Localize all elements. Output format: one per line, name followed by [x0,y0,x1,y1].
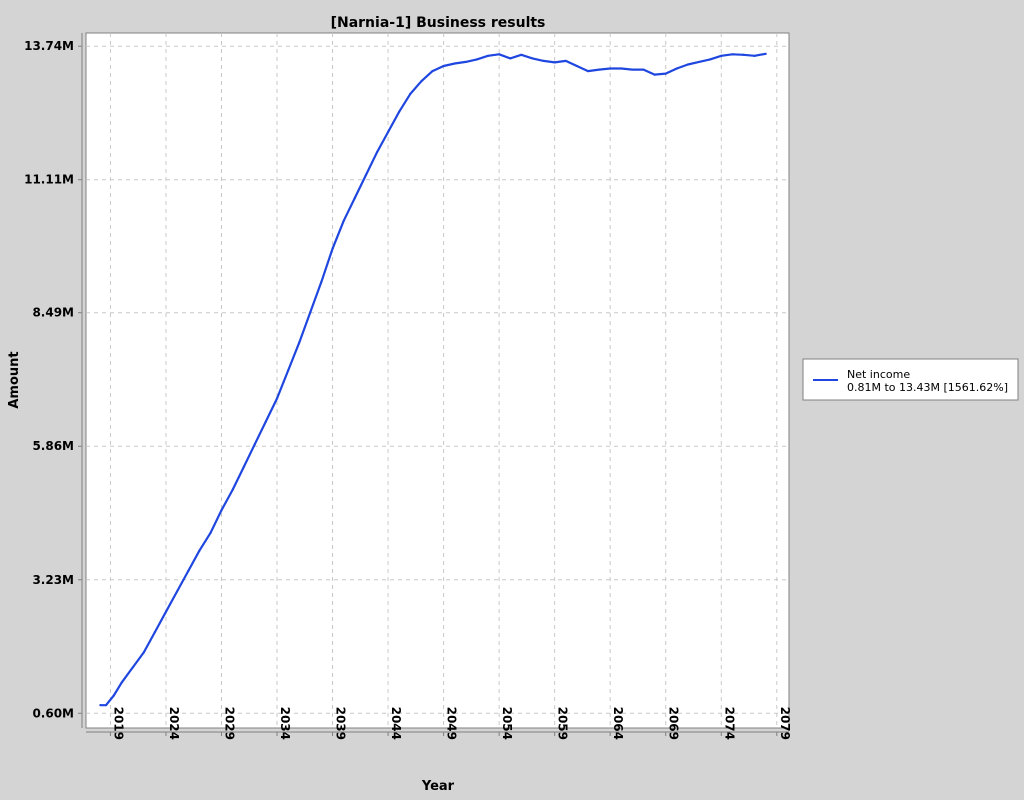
y-axis-title: Amount [7,351,22,408]
x-tick-label: 2074 [722,707,736,740]
series-point [331,247,334,250]
series-point [287,369,290,372]
legend-series-detail: 0.81M to 13.43M [1561.62%] [847,381,1008,394]
y-tick-label: 11.11M [24,173,74,187]
series-point [242,465,245,469]
series-point [464,60,467,64]
series-point [609,67,612,70]
x-tick-label: 2079 [778,707,792,740]
series-point [731,53,734,56]
chart-title: [Narnia-1] Business results [331,15,546,31]
y-tick-label: 5.86M [32,439,74,453]
series-point [597,68,601,71]
x-tick-label: 2029 [222,707,236,740]
series-point [709,58,712,61]
series-point [120,681,123,684]
series-point [542,59,545,63]
series-point [298,341,301,344]
series-point [453,62,456,65]
series-point [220,509,223,512]
series-point [575,64,578,68]
series-point [653,73,656,76]
x-axis-title: Year [421,779,455,794]
series-point [264,420,268,423]
series-point [720,54,723,57]
series-point [631,68,634,71]
series-point [586,69,590,73]
series-line-net-income [100,52,766,707]
series-point [675,67,678,70]
series-point [112,694,115,697]
x-tick-label: 2069 [667,707,681,740]
series-point [209,531,212,535]
series-point [253,443,256,446]
series-point [697,60,701,64]
series-point [342,219,345,222]
y-tick-label: 3.23M [32,573,74,587]
y-tick-label: 13.74M [24,39,74,53]
series-point [531,57,534,60]
series-point [398,110,401,113]
series-point [175,590,179,593]
x-tick-label: 2019 [111,707,125,740]
series-point [409,92,412,96]
x-tick-label: 2054 [500,707,514,740]
series-point [564,59,567,63]
series-point [187,570,190,573]
series-point [131,666,134,669]
series-point [386,130,390,134]
series-point [753,54,756,57]
y-tick-label: 8.49M [32,306,74,320]
y-axis-ticks: 0.60M 3.23M 5.86M 8.49M 11.11M 13.74M [24,39,82,720]
series-point [664,72,667,75]
grid-lines [86,33,789,728]
series-point [375,151,379,154]
x-tick-label: 2034 [278,707,292,740]
series-point [431,69,434,73]
series-point [231,488,234,492]
x-tick-label: 2044 [389,707,403,740]
series-point [764,52,767,55]
series-point [420,80,423,83]
series-point [99,704,102,707]
x-tick-label: 2064 [611,707,625,740]
series-point [742,53,745,56]
series-point [164,610,168,613]
series-point [104,704,108,707]
y-tick-label: 0.60M [32,706,74,720]
plot-area [85,32,790,729]
series-point [364,174,367,177]
series-point [142,651,145,654]
series-point [275,397,279,400]
series-point [442,64,445,68]
legend: Net income 0.81M to 13.43M [1561.62%] [802,358,1019,401]
legend-box [802,358,1019,401]
series-point [686,63,690,66]
series-point [642,68,645,71]
series-point [153,630,156,634]
series-point [486,54,490,57]
series-point [309,311,312,314]
legend-series-name: Net income [847,368,910,381]
x-tick-label: 2024 [167,707,181,740]
series-point [353,196,356,200]
series-point [620,67,623,70]
series-point [198,549,201,552]
x-tick-label: 2059 [556,707,570,740]
series-point [509,57,512,60]
x-tick-label: 2039 [334,707,348,740]
series-point [320,280,323,283]
series-layer [99,52,767,707]
series-point [498,53,501,56]
series-point [520,53,523,56]
x-tick-label: 2049 [445,707,459,740]
series-point [475,58,479,61]
series-point [553,61,556,64]
